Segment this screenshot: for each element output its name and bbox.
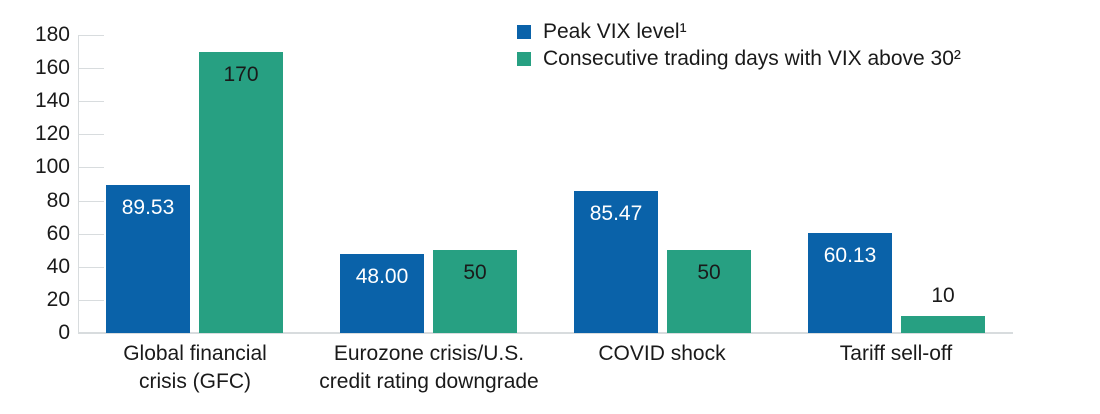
legend-swatch-days-above-30-icon xyxy=(517,51,531,66)
y-axis-tick-label: 140 xyxy=(34,89,70,112)
legend-label-peak-vix: Peak VIX level¹ xyxy=(543,19,687,43)
chart-legend: Peak VIX level¹ Consecutive trading days… xyxy=(517,18,961,72)
legend-label-days-above-30: Consecutive trading days with VIX above … xyxy=(543,46,961,70)
y-axis-tick xyxy=(78,134,104,135)
bar-value-label: 50 xyxy=(463,261,487,284)
legend-item-days-above-30: Consecutive trading days with VIX above … xyxy=(517,45,961,72)
bar-days-vix-above-30-1 xyxy=(199,52,283,333)
x-axis-category-label: Tariff sell-off xyxy=(839,342,953,365)
legend-swatch-peak-vix-icon xyxy=(517,24,531,39)
y-axis-tick-label: 20 xyxy=(46,288,70,311)
bar-days-vix-above-30-2 xyxy=(433,250,517,333)
bar-peak-vix-level-4 xyxy=(808,233,892,333)
bar-days-vix-above-30-3 xyxy=(667,250,751,333)
y-axis-tick xyxy=(78,234,104,235)
y-axis-tick xyxy=(78,68,104,69)
y-axis-tick xyxy=(78,300,104,301)
y-axis-tick xyxy=(78,35,104,36)
x-axis-category-label: Eurozone crisis/U.S. credit rating downg… xyxy=(319,342,539,393)
y-axis-tick-label: 160 xyxy=(34,56,70,79)
bar-value-label: 48.00 xyxy=(355,265,409,288)
bar-value-label: 60.13 xyxy=(823,244,877,267)
y-axis-tick xyxy=(78,101,104,102)
y-axis-tick xyxy=(78,201,104,202)
x-axis-category-label: Global financial crisis (GFC) xyxy=(123,342,267,393)
x-axis-category-label: COVID shock xyxy=(598,342,726,365)
y-axis-tick-label: 100 xyxy=(34,155,70,178)
y-axis-tick-label: 40 xyxy=(46,255,70,278)
bar-value-label: 50 xyxy=(697,261,721,284)
legend-item-peak-vix: Peak VIX level¹ xyxy=(517,18,961,45)
y-axis-tick-label: 180 xyxy=(34,23,70,46)
bar-peak-vix-level-2 xyxy=(340,254,424,333)
bar-value-label: 85.47 xyxy=(589,202,643,225)
bar-peak-vix-level-3 xyxy=(574,191,658,333)
y-axis-tick xyxy=(78,167,104,168)
bar-days-vix-above-30-4 xyxy=(901,316,985,333)
y-axis-tick xyxy=(78,267,104,268)
bar-peak-vix-level-1 xyxy=(106,185,190,333)
bar-value-label: 10 xyxy=(931,284,955,307)
y-axis-tick-label: 80 xyxy=(46,189,70,212)
y-axis-tick-label: 60 xyxy=(46,222,70,245)
bar-value-label: 89.53 xyxy=(121,196,175,219)
y-axis-tick-label: 0 xyxy=(58,321,70,344)
bar-value-label: 170 xyxy=(223,63,259,86)
y-axis-line xyxy=(78,35,79,333)
y-axis-tick-label: 120 xyxy=(34,122,70,145)
x-axis-line xyxy=(78,332,1013,334)
